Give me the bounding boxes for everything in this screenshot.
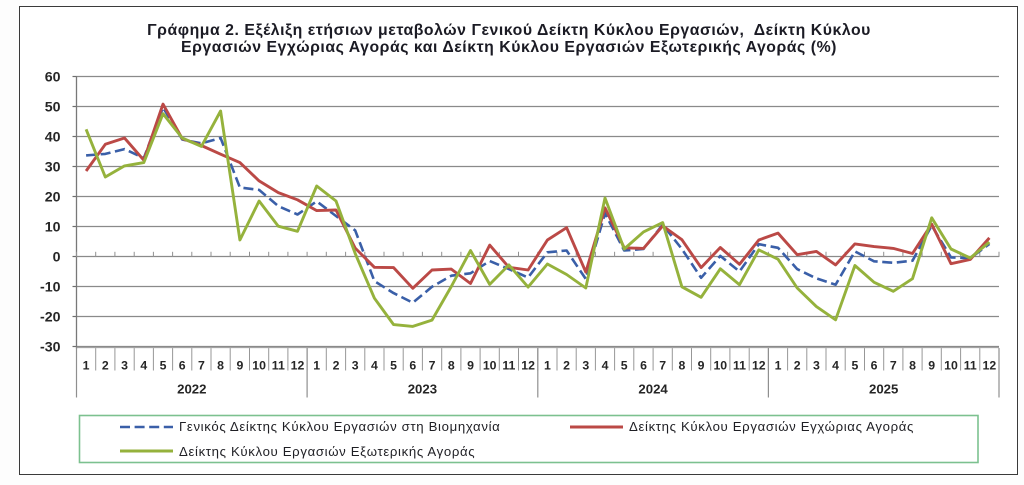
svg-text:40: 40 bbox=[45, 129, 61, 145]
svg-text:Γενικός Δείκτης Κύκλου Εργασιώ: Γενικός Δείκτης Κύκλου Εργασιών στη Βιομ… bbox=[179, 419, 500, 434]
svg-text:Δείκτης Κύκλου Εργασιών Εγχώρι: Δείκτης Κύκλου Εργασιών Εγχώριας Αγοράς bbox=[629, 419, 914, 434]
svg-text:12: 12 bbox=[291, 358, 305, 372]
svg-text:2: 2 bbox=[563, 358, 570, 372]
svg-text:8: 8 bbox=[909, 358, 916, 372]
svg-text:7: 7 bbox=[429, 358, 436, 372]
svg-text:6: 6 bbox=[640, 358, 647, 372]
svg-text:6: 6 bbox=[179, 358, 186, 372]
svg-text:60: 60 bbox=[45, 69, 61, 85]
svg-text:2023: 2023 bbox=[408, 382, 437, 397]
svg-text:30: 30 bbox=[45, 159, 61, 175]
svg-text:1: 1 bbox=[83, 358, 90, 372]
svg-text:0: 0 bbox=[53, 249, 61, 265]
svg-text:9: 9 bbox=[467, 358, 474, 372]
svg-text:10: 10 bbox=[252, 358, 266, 372]
svg-text:6: 6 bbox=[871, 358, 878, 372]
svg-text:2: 2 bbox=[102, 358, 109, 372]
svg-text:-30: -30 bbox=[40, 339, 61, 355]
svg-text:10: 10 bbox=[713, 358, 727, 372]
svg-text:7: 7 bbox=[198, 358, 205, 372]
svg-text:11: 11 bbox=[272, 358, 285, 372]
svg-text:2024: 2024 bbox=[638, 382, 668, 397]
svg-text:3: 3 bbox=[582, 358, 589, 372]
svg-text:3: 3 bbox=[121, 358, 128, 372]
svg-text:3: 3 bbox=[813, 358, 820, 372]
svg-text:10: 10 bbox=[483, 358, 497, 372]
svg-text:7: 7 bbox=[659, 358, 666, 372]
svg-text:-20: -20 bbox=[40, 309, 61, 325]
svg-text:Δείκτης Κύκλου Εργασιών Εξωτερ: Δείκτης Κύκλου Εργασιών Εξωτερικής Αγορά… bbox=[179, 444, 475, 459]
svg-text:6: 6 bbox=[409, 358, 416, 372]
svg-text:-10: -10 bbox=[40, 279, 61, 295]
svg-text:2: 2 bbox=[794, 358, 801, 372]
svg-text:9: 9 bbox=[698, 358, 705, 372]
svg-text:3: 3 bbox=[352, 358, 359, 372]
svg-text:4: 4 bbox=[832, 358, 839, 372]
svg-text:12: 12 bbox=[521, 358, 535, 372]
svg-text:20: 20 bbox=[45, 189, 61, 205]
svg-text:8: 8 bbox=[448, 358, 455, 372]
svg-text:7: 7 bbox=[890, 358, 897, 372]
svg-text:1: 1 bbox=[313, 358, 320, 372]
svg-text:10: 10 bbox=[944, 358, 958, 372]
svg-text:4: 4 bbox=[602, 358, 609, 372]
svg-text:5: 5 bbox=[621, 358, 628, 372]
svg-text:9: 9 bbox=[236, 358, 243, 372]
svg-text:4: 4 bbox=[140, 358, 147, 372]
svg-text:11: 11 bbox=[502, 358, 515, 372]
svg-text:8: 8 bbox=[678, 358, 685, 372]
svg-text:10: 10 bbox=[45, 219, 61, 235]
svg-text:2025: 2025 bbox=[869, 382, 898, 397]
svg-text:2022: 2022 bbox=[177, 382, 206, 397]
svg-text:9: 9 bbox=[928, 358, 935, 372]
svg-text:4: 4 bbox=[371, 358, 378, 372]
svg-text:5: 5 bbox=[851, 358, 858, 372]
svg-text:5: 5 bbox=[160, 358, 167, 372]
svg-text:1: 1 bbox=[775, 358, 782, 372]
svg-text:11: 11 bbox=[733, 358, 746, 372]
svg-text:12: 12 bbox=[752, 358, 766, 372]
svg-text:11: 11 bbox=[964, 358, 977, 372]
svg-text:8: 8 bbox=[217, 358, 224, 372]
svg-text:50: 50 bbox=[45, 99, 61, 115]
svg-text:12: 12 bbox=[983, 358, 997, 372]
svg-text:1: 1 bbox=[544, 358, 551, 372]
svg-text:2: 2 bbox=[333, 358, 340, 372]
svg-text:5: 5 bbox=[390, 358, 397, 372]
